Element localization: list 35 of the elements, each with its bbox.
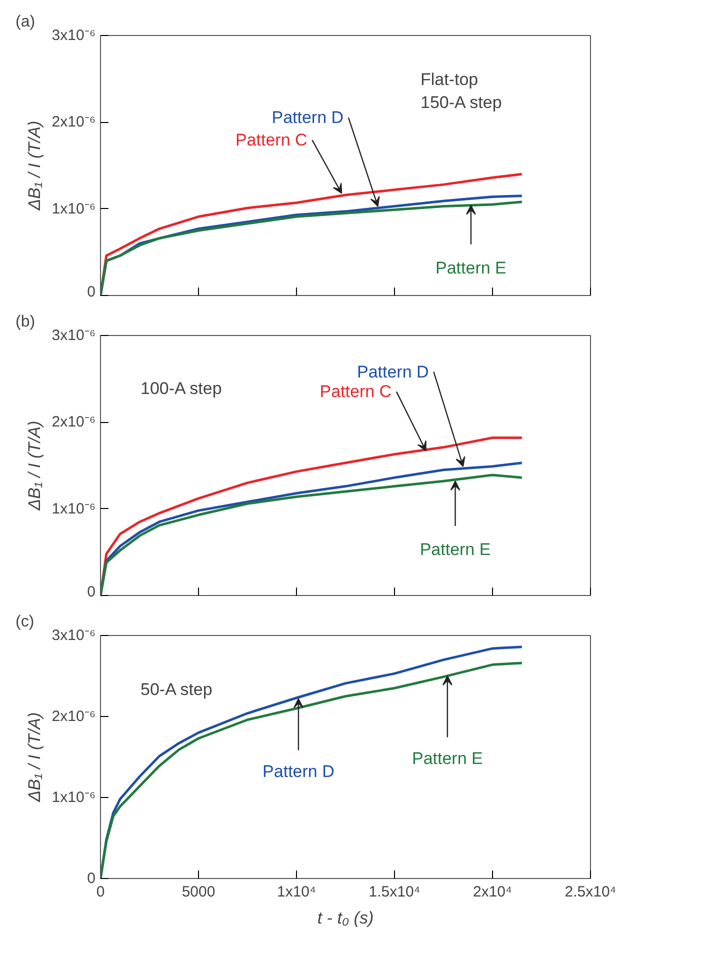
y-tick-label: 0	[87, 870, 96, 887]
y-tick-label: 3x10⁻⁶	[52, 327, 96, 344]
x-tick-label: 1x10⁴	[277, 884, 316, 900]
y-axis-title: ΔB₁ / I (T/A)	[24, 712, 44, 803]
annotation: 100-A step	[140, 378, 222, 398]
annotation: Pattern E	[412, 748, 483, 768]
x-tick-label: 1.5x10⁴	[368, 884, 420, 900]
annotation: 50-A step	[140, 680, 212, 700]
annotation: Pattern D	[272, 108, 344, 128]
annotation: Pattern E	[420, 540, 491, 560]
x-axis-title: t - t₀ (s)	[317, 908, 374, 928]
x-tick-label: 5000	[182, 884, 216, 900]
y-axis-title: ΔB₁ / I (T/A)	[24, 120, 44, 212]
x-tick-label: 2.5x10⁴	[564, 884, 616, 900]
annotation: Flat-top 150-A step	[420, 70, 502, 112]
y-tick-label: 2x10⁻⁶	[52, 114, 96, 131]
y-tick-label: 2x10⁻⁶	[52, 414, 96, 431]
annotation: Pattern C	[320, 382, 392, 402]
chart-title: (c)	[16, 614, 34, 630]
y-tick-label: 1x10⁻⁶	[52, 789, 96, 806]
y-tick-label: 0	[87, 584, 96, 600]
annotation: Pattern E	[436, 258, 506, 278]
y-tick-label: 2x10⁻⁶	[52, 708, 96, 725]
chart-title: (b)	[16, 314, 36, 330]
annotation: Pattern D	[262, 762, 334, 781]
y-tick-label: 3x10⁻⁶	[52, 27, 96, 44]
annotation: Pattern C	[235, 130, 308, 150]
x-tick-label: 2x10⁴	[473, 884, 512, 900]
y-tick-label: 0	[87, 284, 96, 300]
y-tick-label: 3x10⁻⁶	[52, 627, 96, 644]
y-tick-label: 1x10⁻⁶	[52, 500, 96, 518]
y-tick-label: 1x10⁻⁶	[52, 200, 96, 218]
y-axis-title: ΔB₁ / I (T/A)	[24, 420, 44, 512]
annotation: Pattern D	[356, 362, 429, 382]
chart-title: (a)	[16, 14, 36, 30]
